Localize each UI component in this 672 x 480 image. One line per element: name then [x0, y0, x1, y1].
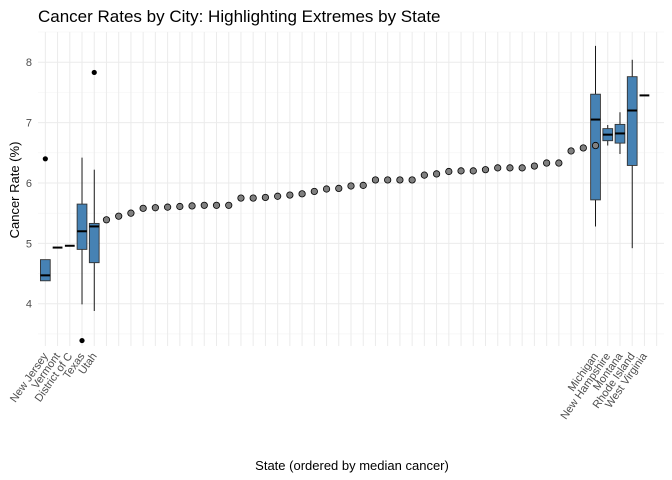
data-point — [212, 201, 221, 209]
data-point — [579, 144, 587, 152]
y-tick-label: 6 — [26, 178, 32, 190]
grid — [38, 31, 664, 346]
data-point — [298, 190, 306, 198]
box-47 — [602, 124, 614, 146]
marks — [39, 45, 650, 344]
box-4 — [76, 157, 88, 344]
data-point — [591, 141, 600, 150]
data-point — [420, 171, 428, 179]
data-point — [347, 182, 355, 190]
data-point — [261, 193, 270, 202]
box-5 — [88, 69, 100, 311]
data-point — [518, 164, 526, 172]
data-point — [432, 170, 441, 178]
box-body — [76, 203, 88, 250]
data-point — [310, 187, 318, 196]
data-point — [506, 164, 514, 172]
data-point — [408, 176, 416, 184]
data-point — [200, 201, 208, 209]
y-axis-ticks: 4 5 6 7 8 — [26, 57, 32, 311]
data-point — [322, 185, 331, 193]
box-1 — [39, 156, 51, 282]
data-point — [102, 216, 111, 224]
data-point — [530, 162, 538, 170]
data-point — [384, 176, 392, 184]
box-body — [88, 222, 100, 264]
data-point — [176, 202, 184, 211]
data-point — [164, 203, 172, 211]
data-point — [335, 184, 343, 192]
y-tick-label: 4 — [26, 299, 32, 311]
data-point — [188, 202, 196, 210]
data-point — [359, 181, 367, 189]
data-point — [225, 201, 233, 209]
box-body — [626, 76, 638, 166]
data-point — [274, 192, 282, 200]
data-point — [371, 176, 380, 184]
data-point — [127, 209, 135, 217]
chart-title: Cancer Rates by City: Highlighting Extre… — [38, 7, 441, 26]
y-tick-label: 7 — [26, 118, 32, 130]
box-body — [39, 259, 51, 282]
x-axis-title: State (ordered by median cancer) — [255, 458, 449, 473]
data-point — [445, 167, 453, 176]
data-point — [151, 204, 159, 212]
data-point — [237, 194, 245, 202]
data-point — [249, 194, 257, 202]
box-49 — [626, 59, 638, 249]
data-point — [139, 204, 147, 212]
data-point — [555, 159, 563, 167]
data-point — [469, 167, 477, 175]
box-48 — [614, 112, 626, 154]
data-point — [396, 176, 404, 184]
box-46 — [590, 45, 601, 227]
data-point — [543, 159, 551, 167]
y-tick-label: 8 — [26, 57, 32, 69]
y-tick-label: 5 — [26, 238, 32, 250]
outlier-point — [79, 337, 85, 344]
outlier-point — [91, 69, 97, 76]
data-point — [567, 147, 575, 155]
outlier-point — [42, 156, 48, 162]
data-point — [494, 164, 502, 172]
data-point — [481, 166, 490, 174]
data-point — [286, 191, 294, 199]
y-axis-title: Cancer Rate (%) — [7, 142, 22, 239]
data-point — [115, 212, 123, 220]
data-point — [457, 167, 465, 175]
